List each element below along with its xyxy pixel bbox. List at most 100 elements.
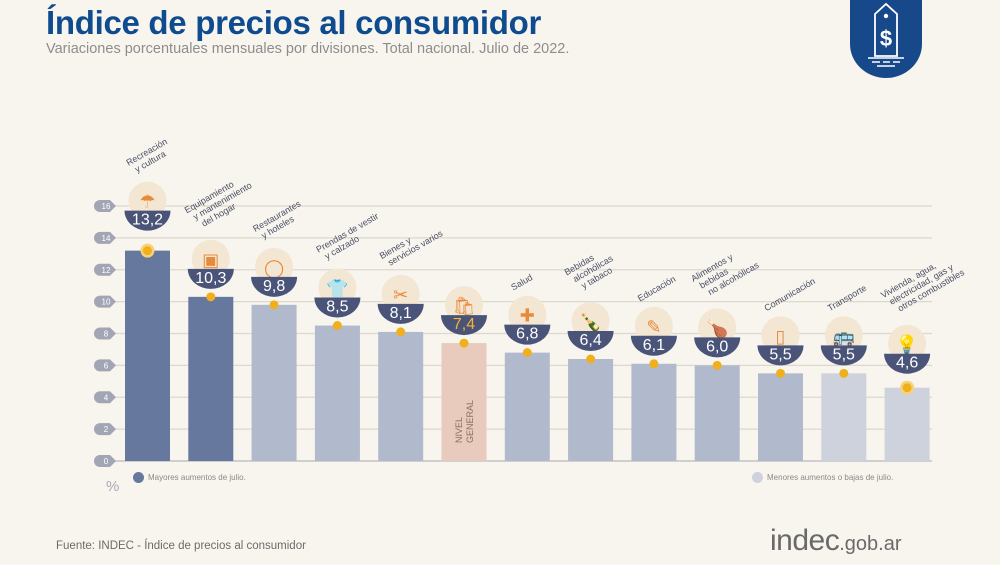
faucet-lightbulb-icon [888,324,927,363]
bar-group: ◯9,8 Restaurantesy hoteles [251,198,303,461]
chicken-bread-icon [698,308,737,347]
indec-logo[interactable]: indec.gob.ar [770,524,901,558]
bar [125,250,170,461]
value-marker [396,327,406,337]
bar-group: 🚌5,5 Transporte [820,283,868,461]
value-label: 9,8 [263,278,285,295]
y-tick-marker [94,231,116,244]
y-tick-marker [94,423,116,436]
value-label: 7,4 [453,316,475,333]
bar [758,373,803,461]
value-marker [776,368,785,378]
comb-scissors-icon-glyph: ✂ [393,285,408,306]
bottle-glass-icon-glyph: 🍾 [579,311,601,333]
tshirt-icon [318,268,357,307]
legend-minor: Menores aumentos o bajas de julio. [752,472,893,483]
page-subtitle: Variaciones porcentuales mensuales por d… [46,41,570,57]
category-label-line: Transporte [826,283,868,313]
y-tick-label: 4 [104,393,109,402]
value-marker [269,300,279,310]
value-marker [712,360,722,370]
value-label: 6,4 [579,332,601,349]
value-marker [839,368,849,378]
bar [884,387,930,461]
y-tick-label: 16 [102,202,111,211]
value-label: 5,5 [833,346,855,363]
bar [504,352,550,461]
bar [251,304,297,461]
bar-group: 🛍7,4 NIVELGENERAL [441,286,487,461]
value-label: 4,6 [896,355,918,372]
category-label-line: Educación [636,274,677,304]
faucet-lightbulb-icon-glyph: 💡 [896,334,918,356]
svg-text:$: $ [880,26,892,51]
value-bowl [884,353,931,374]
plate-cutlery-icon-glyph: ◯ [264,258,284,279]
value-bowl [377,303,424,324]
bar-group: 🍗6,0 Alimentos ybebidasno alcohólicas [689,242,761,461]
umbrella-sun-icon-glyph: ☂ [139,192,155,213]
medical-cross-icon [508,295,547,334]
umbrella-sun-icon [128,181,167,220]
source-note: Fuente: INDEC - Índice de precios al con… [56,540,306,552]
value-marker [332,321,342,331]
y-tick-marker [94,327,116,340]
bar-group: 🍾6,4 Bebidasalcohólicasy tabaco [563,244,620,461]
value-bowl [630,335,677,356]
category-label: Bebidasalcohólicasy tabaco [563,244,620,294]
category-label: Salud [509,272,534,292]
page-title: Índice de precios al consumidor [46,4,541,41]
notebook-pencil-icon-glyph: ✎ [646,317,661,338]
medical-cross-icon-glyph: ✚ [520,306,535,327]
value-label: 5,5 [769,346,791,363]
bar [188,296,234,461]
category-label: Equipamientoy mantenimientodel hogar [183,172,259,233]
bar-group: ▣10,3 Equipamientoy mantenimientodel hoga… [183,172,259,461]
bar [694,365,740,461]
value-marker [459,338,469,348]
brand-suffix: .gob.ar [839,533,902,555]
bar [568,359,614,461]
bar-group: ✎6,1 Educación [630,274,677,461]
bar-group: ☂13,2 Recreacióny cultura [124,136,174,461]
value-bowl [694,337,741,358]
legend-major-label: Mayores aumentos de julio. [148,473,246,482]
brand-main: indec [770,524,840,557]
value-label: 10,3 [195,270,226,287]
plate-cutlery-icon [255,247,294,286]
category-label-line: Salud [509,272,534,292]
category-label: Recreacióny cultura [125,136,174,176]
category-label: Educación [636,274,677,304]
y-tick-marker [94,391,116,404]
bar-group: 💡4,6 Vivienda, agua,electricidad, gas yot… [879,260,966,461]
y-tick-label: 6 [104,361,109,370]
y-tick-label: 10 [102,298,111,307]
washing-machine-icon [191,239,230,278]
value-label: 8,1 [390,305,412,322]
y-tick-label: 2 [104,425,109,434]
comb-scissors-icon [381,274,420,313]
smartphone-icon-glyph: ▯ [776,326,786,347]
value-bowl [251,276,298,297]
y-tick-label: 12 [102,266,111,275]
value-bowl [441,315,487,336]
value-bowl [820,345,867,366]
bar [441,343,487,461]
shopping-bag-icon-glyph: 🛍 [453,296,476,317]
chicken-bread-icon-glyph: 🍗 [706,317,728,339]
legend-major-swatch [133,472,144,483]
value-marker [206,292,216,302]
shopping-bag-icon [445,286,483,325]
y-tick-marker [94,200,116,212]
value-label: 13,2 [132,212,163,229]
value-label: 6,8 [516,326,538,343]
bar [631,363,677,461]
value-bowl [757,345,804,366]
value-marker [902,383,912,393]
category-label: Alimentos ybebidasno alcohólicas [689,242,761,301]
value-bowl [567,331,614,352]
y-tick-label: 8 [104,330,109,339]
category-label: Prendas de vestiry calzado [314,211,385,263]
legend-minor-swatch [752,472,763,483]
